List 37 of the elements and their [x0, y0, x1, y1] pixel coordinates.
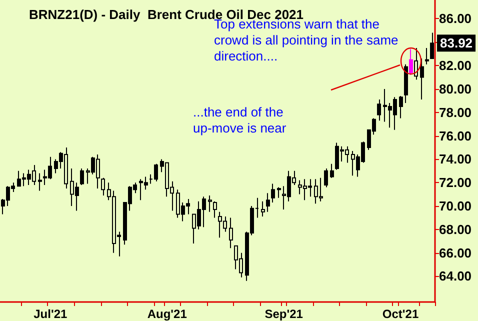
- candlestick: [277, 186, 281, 198]
- x-tick-label: Jul'21: [34, 307, 68, 321]
- candlestick: [208, 194, 212, 212]
- y-tick-label: 66.00: [439, 245, 472, 260]
- candlestick: [101, 177, 105, 196]
- y-tick-label: 86.00: [439, 11, 472, 26]
- candlestick: [213, 200, 217, 218]
- y-tick-label: 72.00: [439, 175, 472, 190]
- y-tick-label: 68.00: [439, 222, 472, 237]
- candlestick: [414, 47, 418, 80]
- candlestick: [420, 58, 424, 100]
- candlestick: [430, 32, 434, 60]
- candlestick: [399, 95, 403, 119]
- candlestick: [425, 47, 429, 65]
- y-tick-label: 80.00: [439, 81, 472, 96]
- candlestick: [80, 168, 84, 186]
- x-tick-label: Sep'21: [264, 307, 304, 321]
- y-tick-label: 78.00: [439, 104, 472, 120]
- y-tick-label: 64.00: [439, 268, 472, 284]
- candlestick: [38, 172, 42, 192]
- candlestick: [271, 183, 275, 204]
- y-tick-label: 74.00: [439, 152, 472, 167]
- y-tick-label: 70.00: [439, 198, 472, 214]
- candlestick: [324, 168, 328, 188]
- candlestick: [229, 217, 233, 249]
- x-tick-label: Aug'21: [147, 307, 188, 321]
- candlestick: [404, 64, 408, 104]
- annotation: 83.92: [440, 36, 473, 51]
- annotation: ...the end of the up-move is near: [193, 104, 287, 136]
- x-tick-label: Oct'21: [382, 307, 419, 321]
- y-tick-label: 82.00: [439, 58, 472, 74]
- candlestick: [330, 163, 334, 178]
- candlestick: [409, 48, 413, 76]
- candlestick: [266, 192, 270, 212]
- candlestick: [377, 98, 381, 122]
- candlestick: [261, 200, 265, 218]
- y-tick-label: 76.00: [439, 128, 472, 144]
